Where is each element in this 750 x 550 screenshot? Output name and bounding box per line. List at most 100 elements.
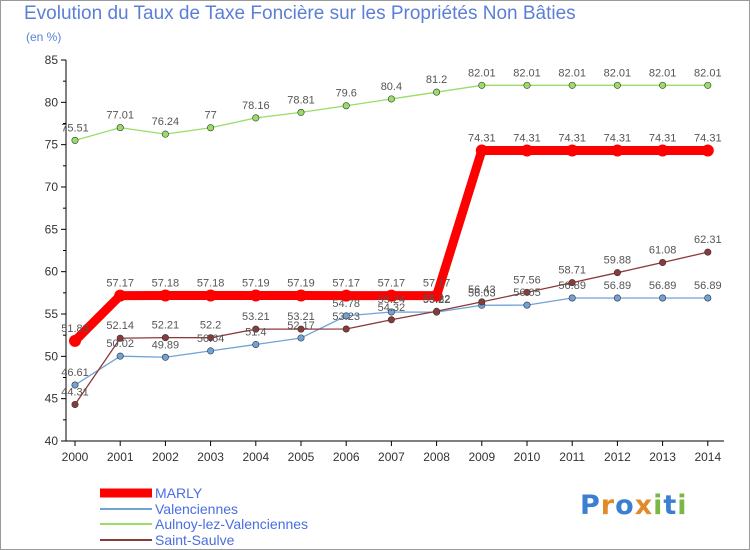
data-point-saint-saulve xyxy=(523,288,531,296)
data-point-marly xyxy=(430,289,443,302)
data-point-saint-saulve xyxy=(704,248,712,256)
data-label-valenciennes: 52.17 xyxy=(287,320,315,332)
y-tick-label: 65 xyxy=(45,222,59,236)
x-tick-label: 2010 xyxy=(514,450,541,464)
data-point-aulnoy-lez-valenciennes xyxy=(161,130,169,138)
proxiti-logo: Proxiti xyxy=(580,490,688,521)
data-point-saint-saulve xyxy=(252,325,260,333)
data-point-marly xyxy=(69,334,81,347)
data-label-valenciennes: 50.02 xyxy=(106,338,134,350)
data-label-marly: 74.31 xyxy=(558,133,586,145)
legend-label-saint-saulve: Saint-Saulve xyxy=(155,532,235,548)
data-label-marly: 57.17 xyxy=(332,278,360,290)
y-tick-label: 70 xyxy=(45,180,59,194)
data-label-aulnoy-lez-valenciennes: 78.16 xyxy=(242,100,270,112)
data-label-saint-saulve: 54.32 xyxy=(378,302,406,314)
logo-letter: r xyxy=(600,490,616,521)
data-point-marly xyxy=(656,144,669,157)
data-label-aulnoy-lez-valenciennes: 82.01 xyxy=(604,67,632,79)
data-point-aulnoy-lez-valenciennes xyxy=(433,88,441,96)
data-label-saint-saulve: 53.21 xyxy=(287,311,315,323)
data-label-saint-saulve: 56.43 xyxy=(468,284,496,296)
data-label-aulnoy-lez-valenciennes: 77 xyxy=(204,110,216,122)
data-label-aulnoy-lez-valenciennes: 75.51 xyxy=(61,122,89,134)
data-label-valenciennes: 55.24 xyxy=(378,294,406,306)
data-point-saint-saulve xyxy=(116,334,124,342)
x-tick-label: 2004 xyxy=(242,450,269,464)
data-point-aulnoy-lez-valenciennes xyxy=(704,81,712,89)
data-point-valenciennes xyxy=(116,352,124,360)
data-label-aulnoy-lez-valenciennes: 82.01 xyxy=(649,67,677,79)
data-point-aulnoy-lez-valenciennes xyxy=(116,124,124,132)
data-point-aulnoy-lez-valenciennes xyxy=(342,102,350,110)
x-tick-label: 2008 xyxy=(423,450,450,464)
data-point-marly xyxy=(159,289,172,302)
data-label-valenciennes: 55.22 xyxy=(423,294,451,306)
x-tick-label: 2014 xyxy=(694,450,721,464)
data-label-marly: 57.18 xyxy=(152,278,180,290)
x-tick-label: 2005 xyxy=(288,450,315,464)
data-label-aulnoy-lez-valenciennes: 79.6 xyxy=(335,88,356,100)
logo-letter: t xyxy=(663,490,678,521)
data-label-valenciennes: 56.89 xyxy=(558,280,586,292)
data-point-aulnoy-lez-valenciennes xyxy=(523,81,531,89)
data-label-marly: 74.31 xyxy=(649,133,677,145)
data-point-valenciennes xyxy=(252,340,260,348)
data-point-aulnoy-lez-valenciennes xyxy=(613,81,621,89)
x-tick-label: 2013 xyxy=(649,450,676,464)
y-tick-label: 50 xyxy=(45,349,59,363)
data-point-saint-saulve xyxy=(297,325,305,333)
data-label-saint-saulve: 44.31 xyxy=(61,387,89,399)
data-point-valenciennes xyxy=(71,381,79,389)
x-tick-label: 2000 xyxy=(62,450,89,464)
data-point-aulnoy-lez-valenciennes xyxy=(387,95,395,103)
data-point-marly xyxy=(701,144,714,157)
data-point-marly xyxy=(295,289,307,302)
data-point-marly xyxy=(385,289,398,302)
data-label-valenciennes: 51.4 xyxy=(245,326,266,338)
x-tick-label: 2002 xyxy=(152,450,179,464)
data-point-valenciennes xyxy=(523,301,531,309)
logo-letter: o xyxy=(615,490,635,521)
data-point-valenciennes xyxy=(704,294,712,302)
data-point-saint-saulve xyxy=(433,307,441,315)
data-label-aulnoy-lez-valenciennes: 82.01 xyxy=(468,67,496,79)
data-label-valenciennes: 56.03 xyxy=(468,287,496,299)
data-label-valenciennes: 56.89 xyxy=(604,280,632,292)
x-tick-label: 2011 xyxy=(559,450,585,464)
x-tick-label: 2003 xyxy=(197,450,224,464)
data-label-saint-saulve: 53.21 xyxy=(242,311,270,323)
data-point-valenciennes xyxy=(387,308,395,316)
logo-letter: P xyxy=(580,490,601,521)
x-tick-label: 2001 xyxy=(107,450,134,464)
data-label-valenciennes: 56.89 xyxy=(694,280,722,292)
data-point-saint-saulve xyxy=(568,279,576,287)
data-label-aulnoy-lez-valenciennes: 82.01 xyxy=(694,67,722,79)
data-label-marly: 74.31 xyxy=(604,133,632,145)
y-tick-label: 45 xyxy=(45,392,59,406)
data-label-aulnoy-lez-valenciennes: 82.01 xyxy=(513,67,541,79)
data-label-marly: 57.18 xyxy=(197,278,225,290)
data-point-marly xyxy=(475,144,488,157)
data-point-saint-saulve xyxy=(161,334,169,342)
data-point-saint-saulve xyxy=(71,401,79,409)
data-point-aulnoy-lez-valenciennes xyxy=(568,81,576,89)
data-point-saint-saulve xyxy=(207,334,215,342)
data-point-marly xyxy=(114,289,127,302)
data-label-valenciennes: 49.89 xyxy=(152,339,180,351)
data-point-marly xyxy=(521,144,533,157)
y-tick-label: 40 xyxy=(45,434,59,448)
data-label-marly: 57.19 xyxy=(242,277,270,289)
data-label-saint-saulve: 59.88 xyxy=(604,255,632,267)
data-point-valenciennes xyxy=(613,294,621,302)
data-label-saint-saulve: 57.56 xyxy=(513,274,541,286)
data-point-saint-saulve xyxy=(659,259,667,267)
data-label-marly: 57.17 xyxy=(378,278,406,290)
x-tick-label: 2012 xyxy=(604,450,631,464)
y-tick-label: 60 xyxy=(45,265,59,279)
data-label-marly: 74.31 xyxy=(694,133,722,145)
data-label-aulnoy-lez-valenciennes: 80.4 xyxy=(381,81,402,93)
y-tick-label: 75 xyxy=(45,138,59,152)
